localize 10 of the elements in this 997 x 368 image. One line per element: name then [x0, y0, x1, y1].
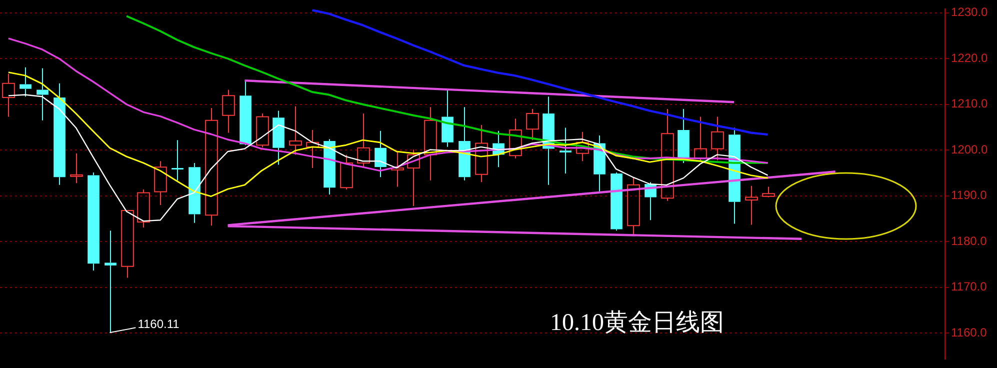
- y-tick-label: 1180.0: [951, 234, 988, 248]
- y-tick-label: 1220.0: [951, 50, 988, 65]
- text: 10.10黄金日线图: [550, 309, 724, 338]
- y-tick-label: 1170.0: [951, 280, 988, 294]
- annotation: 1160.11: [138, 316, 180, 331]
- y-tick-label: 1230.0: [951, 5, 988, 20]
- y-tick-label: 1210.0: [951, 96, 988, 111]
- y-tick-label: 1160.0: [951, 325, 988, 340]
- y-tick-label: 1190.0: [951, 188, 988, 202]
- y-tick-label: 1200.0: [951, 142, 988, 156]
